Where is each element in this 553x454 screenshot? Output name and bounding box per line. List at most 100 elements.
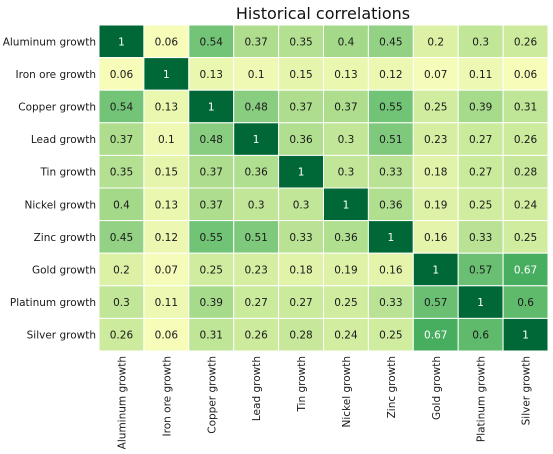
column-label: Lead growth — [251, 356, 263, 421]
heatmap-cell — [233, 317, 280, 352]
heatmap-cell — [143, 24, 190, 59]
cell-value-label: 0.26 — [514, 134, 538, 146]
heatmap-cell — [188, 187, 235, 222]
heatmap-cell — [143, 154, 190, 189]
cell-value-label: 0.13 — [334, 69, 357, 81]
heatmap-cell — [412, 24, 459, 59]
heatmap-cell — [188, 317, 235, 352]
cell-value-label: 0.3 — [338, 134, 355, 146]
heatmap-cell — [323, 24, 369, 59]
heatmap-cell — [143, 89, 190, 124]
cell-value-label: 0.36 — [289, 134, 313, 146]
column-label: Tin growth — [296, 356, 308, 413]
cell-value-label: 0.33 — [379, 167, 402, 179]
cell-value-label: 0.48 — [244, 102, 267, 114]
cell-value-label: 0.36 — [244, 167, 268, 179]
cell-value-label: 0.16 — [424, 232, 448, 244]
column-label: Copper growth — [206, 356, 218, 434]
cell-value-label: 0.37 — [200, 167, 223, 179]
cell-value-label: 0.54 — [110, 102, 134, 114]
cell-value-label: 0.37 — [289, 102, 312, 114]
heatmap-cell — [457, 317, 504, 352]
heatmap-cell — [367, 317, 414, 352]
heatmap-cell — [233, 187, 280, 222]
chart-title: Historical correlations — [236, 4, 410, 23]
cell-value-label: 0.3 — [248, 199, 265, 211]
heatmap-cell — [143, 252, 190, 287]
cell-value-label: 0.27 — [244, 297, 267, 309]
column-label: Zinc growth — [386, 356, 398, 418]
cell-value-label: 0.06 — [155, 36, 179, 48]
cell-value-label: 0.51 — [244, 232, 267, 244]
column-labels: Aluminum growth Iron ore growth Copper gro… — [116, 356, 532, 449]
heatmap-cells — [98, 24, 549, 352]
heatmap-cell — [502, 252, 549, 287]
cell-value-label: 0.67 — [514, 265, 537, 277]
heatmap-cell — [367, 252, 414, 287]
cell-value-label: 0.3 — [293, 199, 310, 211]
cell-value-label: 0.2 — [113, 265, 130, 277]
heatmap-cell — [502, 57, 549, 91]
heatmap-cell — [502, 285, 549, 319]
cell-value-label: 0.11 — [155, 297, 178, 309]
heatmap-cell — [98, 220, 145, 254]
heatmap-cell — [188, 89, 235, 124]
heatmap-cell — [98, 285, 145, 319]
heatmap-cell — [188, 252, 235, 287]
heatmap-cell — [367, 57, 414, 91]
heatmap-cell — [412, 252, 459, 287]
cell-value-label: 1 — [388, 232, 395, 244]
heatmap-cell — [367, 220, 414, 254]
column-label: Iron ore growth — [161, 356, 173, 436]
heatmap-cell — [412, 57, 459, 91]
heatmap-cell — [233, 220, 280, 254]
row-label: Tin growth — [39, 167, 96, 179]
row-label: Iron ore growth — [16, 69, 96, 81]
cell-value-label: 0.12 — [155, 232, 178, 244]
row-labels: Aluminum growth Iron ore growth Copper gro… — [3, 36, 96, 341]
heatmap-cell — [412, 285, 459, 319]
cell-value-label: 0.19 — [334, 265, 357, 277]
cell-value-label: 0.06 — [155, 330, 179, 342]
heatmap-cell — [367, 285, 414, 319]
cell-value-label: 0.3 — [472, 36, 489, 48]
cell-value-label: 0.28 — [514, 167, 537, 179]
cell-value-label: 1 — [163, 69, 170, 81]
cell-value-label: 0.36 — [379, 199, 403, 211]
cell-value-label: 0.16 — [379, 265, 403, 277]
cell-value-label: 0.36 — [334, 232, 358, 244]
cell-value-label: 0.1 — [248, 69, 265, 81]
heatmap-cell — [233, 57, 280, 91]
cell-value-label: 0.57 — [469, 265, 492, 277]
heatmap-cell — [502, 317, 549, 352]
heatmap-cell — [457, 154, 504, 189]
cell-value-label: 0.19 — [424, 199, 447, 211]
row-label: Lead growth — [31, 134, 96, 146]
heatmap-cell — [502, 24, 549, 59]
cell-value-label: 0.45 — [110, 232, 133, 244]
heatmap-cell — [457, 57, 504, 91]
heatmap-cell — [323, 252, 369, 287]
column-label: Gold growth — [431, 356, 443, 420]
heatmap-cell — [143, 317, 190, 352]
cell-value-label: 0.18 — [289, 265, 312, 277]
cell-value-label: 0.07 — [155, 265, 178, 277]
cell-value-label: 0.25 — [424, 102, 447, 114]
cell-value-label: 0.57 — [424, 297, 447, 309]
heatmap-cell — [502, 220, 549, 254]
cell-value-label: 1 — [118, 36, 125, 48]
column-label: Aluminum growth — [116, 356, 128, 449]
cell-value-label: 0.13 — [200, 69, 223, 81]
cell-value-label: 0.39 — [200, 297, 223, 309]
heatmap-cell — [323, 122, 369, 156]
cell-value-label: 0.07 — [424, 69, 447, 81]
cell-value-label: 1 — [477, 297, 484, 309]
heatmap-cell — [412, 89, 459, 124]
cell-value-label: 0.24 — [514, 199, 538, 211]
heatmap-cell — [367, 122, 414, 156]
cell-value-label: 0.33 — [469, 232, 492, 244]
cell-value-label: 0.37 — [200, 199, 223, 211]
heatmap-cell — [323, 187, 369, 222]
cell-value-label: 0.23 — [424, 134, 447, 146]
row-label: Aluminum growth — [3, 36, 96, 48]
